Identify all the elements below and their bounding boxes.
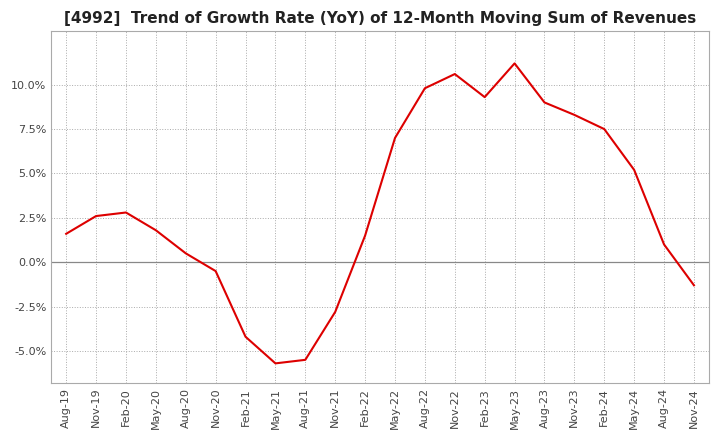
Title: [4992]  Trend of Growth Rate (YoY) of 12-Month Moving Sum of Revenues: [4992] Trend of Growth Rate (YoY) of 12-… [64, 11, 696, 26]
